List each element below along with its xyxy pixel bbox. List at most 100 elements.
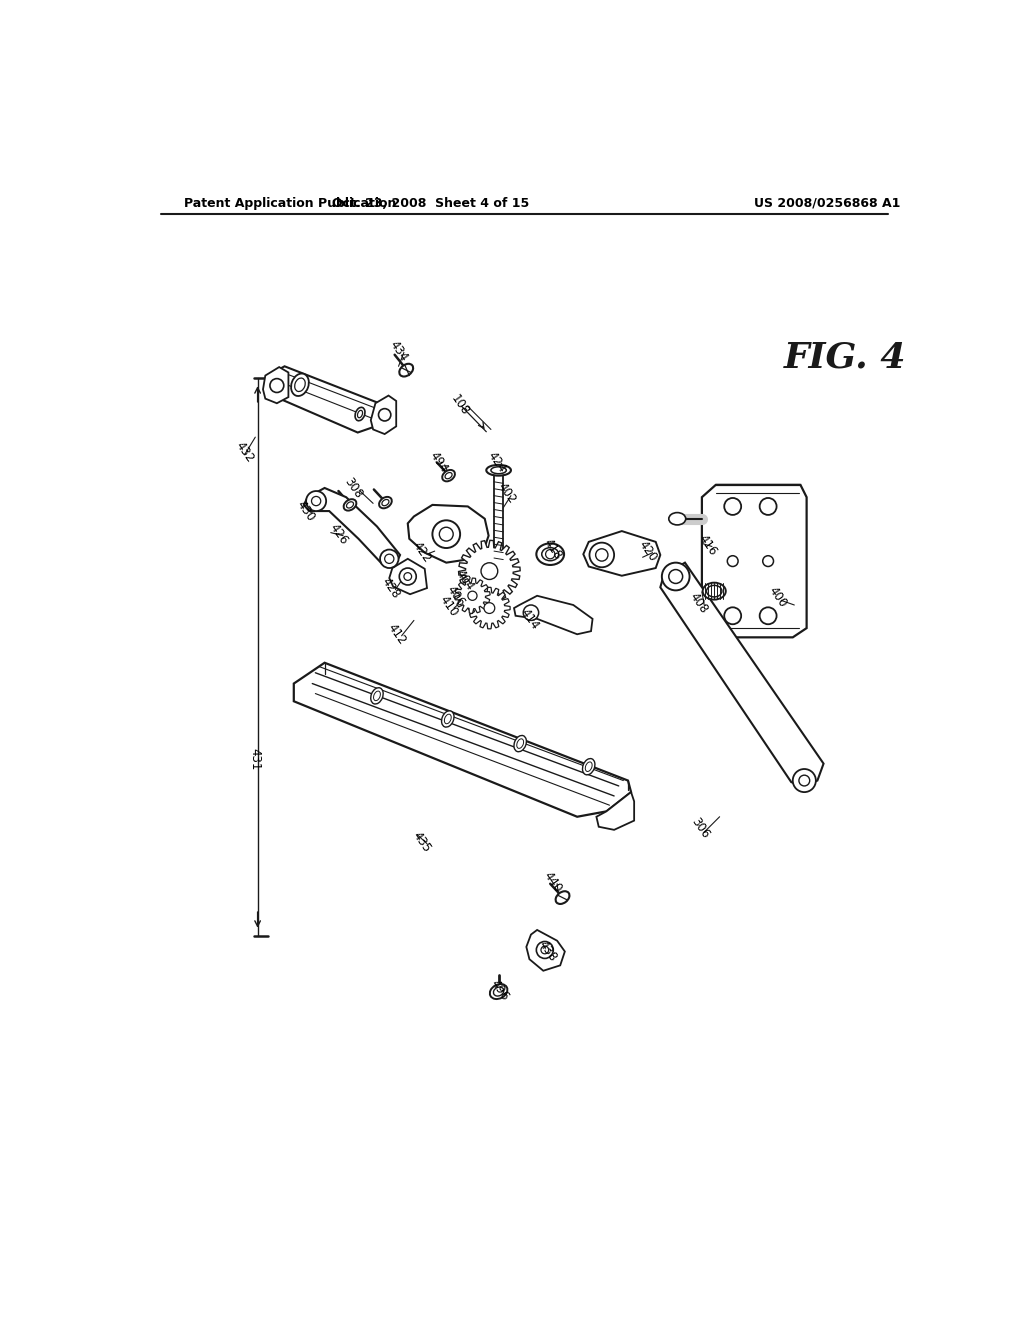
Polygon shape (263, 367, 289, 404)
Circle shape (439, 527, 454, 541)
Ellipse shape (379, 496, 392, 508)
Text: 406: 406 (443, 583, 467, 609)
Text: 412: 412 (384, 622, 408, 647)
Ellipse shape (583, 759, 595, 775)
Ellipse shape (542, 548, 559, 561)
Ellipse shape (444, 714, 452, 723)
Text: 420: 420 (636, 539, 659, 564)
Text: 428: 428 (379, 576, 402, 601)
Text: 400: 400 (766, 585, 790, 610)
Text: 414: 414 (518, 606, 542, 632)
Text: Patent Application Publication: Patent Application Publication (184, 197, 397, 210)
Ellipse shape (669, 512, 686, 525)
Circle shape (306, 491, 326, 511)
Ellipse shape (382, 499, 389, 506)
Text: 410: 410 (437, 594, 461, 619)
Polygon shape (459, 540, 520, 602)
Ellipse shape (586, 762, 592, 771)
Circle shape (380, 549, 398, 568)
Text: FIG. 4: FIG. 4 (783, 341, 906, 374)
Polygon shape (389, 558, 427, 594)
Text: 438: 438 (537, 939, 559, 965)
Text: 308: 308 (342, 475, 366, 500)
Ellipse shape (486, 465, 511, 475)
Text: Oct. 23, 2008  Sheet 4 of 15: Oct. 23, 2008 Sheet 4 of 15 (332, 197, 529, 210)
Ellipse shape (291, 374, 309, 396)
Text: 404: 404 (453, 568, 476, 593)
Text: 430: 430 (295, 498, 317, 524)
Text: 408: 408 (687, 590, 711, 616)
Ellipse shape (514, 735, 526, 752)
Polygon shape (701, 484, 807, 638)
Text: US 2008/0256868 A1: US 2008/0256868 A1 (755, 197, 901, 210)
Circle shape (385, 554, 394, 564)
Polygon shape (526, 929, 565, 970)
Ellipse shape (707, 585, 722, 597)
Ellipse shape (355, 408, 365, 421)
Circle shape (793, 770, 816, 792)
Text: 431: 431 (249, 748, 262, 770)
Circle shape (760, 498, 776, 515)
Text: 306: 306 (689, 816, 712, 841)
Polygon shape (494, 470, 503, 566)
Ellipse shape (295, 378, 305, 392)
Circle shape (379, 409, 391, 421)
Text: 422: 422 (410, 540, 433, 565)
Circle shape (590, 543, 614, 568)
Ellipse shape (346, 502, 353, 508)
Ellipse shape (374, 692, 380, 701)
Circle shape (523, 605, 539, 620)
Circle shape (537, 941, 553, 958)
Text: 418: 418 (541, 537, 564, 562)
Ellipse shape (344, 499, 356, 511)
Ellipse shape (445, 473, 452, 479)
Circle shape (669, 570, 683, 583)
Polygon shape (304, 488, 400, 565)
Polygon shape (294, 663, 631, 817)
Ellipse shape (371, 688, 383, 704)
Text: 494: 494 (427, 450, 451, 475)
Text: 108: 108 (449, 392, 472, 417)
Text: 424: 424 (485, 449, 509, 475)
Polygon shape (469, 587, 510, 628)
Polygon shape (265, 367, 386, 433)
Ellipse shape (399, 364, 413, 376)
Ellipse shape (441, 710, 454, 727)
Text: 426: 426 (327, 521, 350, 546)
Polygon shape (584, 531, 660, 576)
Text: 435: 435 (410, 829, 433, 855)
Polygon shape (408, 506, 488, 562)
Text: 434: 434 (387, 338, 411, 364)
Circle shape (432, 520, 460, 548)
Polygon shape (514, 595, 593, 635)
Circle shape (468, 591, 477, 601)
Text: 432: 432 (232, 440, 256, 466)
Circle shape (763, 556, 773, 566)
Polygon shape (455, 578, 490, 614)
Circle shape (541, 946, 549, 954)
Ellipse shape (489, 983, 508, 999)
Text: 402: 402 (495, 480, 518, 507)
Ellipse shape (517, 739, 523, 748)
Circle shape (311, 496, 321, 506)
Ellipse shape (493, 564, 505, 569)
Ellipse shape (556, 891, 569, 904)
Circle shape (403, 573, 412, 581)
Circle shape (799, 775, 810, 785)
Circle shape (484, 603, 495, 614)
Ellipse shape (490, 467, 506, 474)
Ellipse shape (702, 582, 726, 599)
Circle shape (662, 562, 689, 590)
Circle shape (724, 607, 741, 624)
Ellipse shape (537, 544, 564, 565)
Circle shape (399, 568, 416, 585)
Circle shape (596, 549, 608, 561)
Polygon shape (660, 562, 823, 787)
Polygon shape (596, 792, 634, 830)
Polygon shape (371, 396, 396, 434)
Ellipse shape (357, 411, 362, 417)
Circle shape (546, 549, 555, 558)
Text: 416: 416 (696, 532, 720, 558)
Text: 440: 440 (541, 870, 564, 895)
Circle shape (724, 498, 741, 515)
